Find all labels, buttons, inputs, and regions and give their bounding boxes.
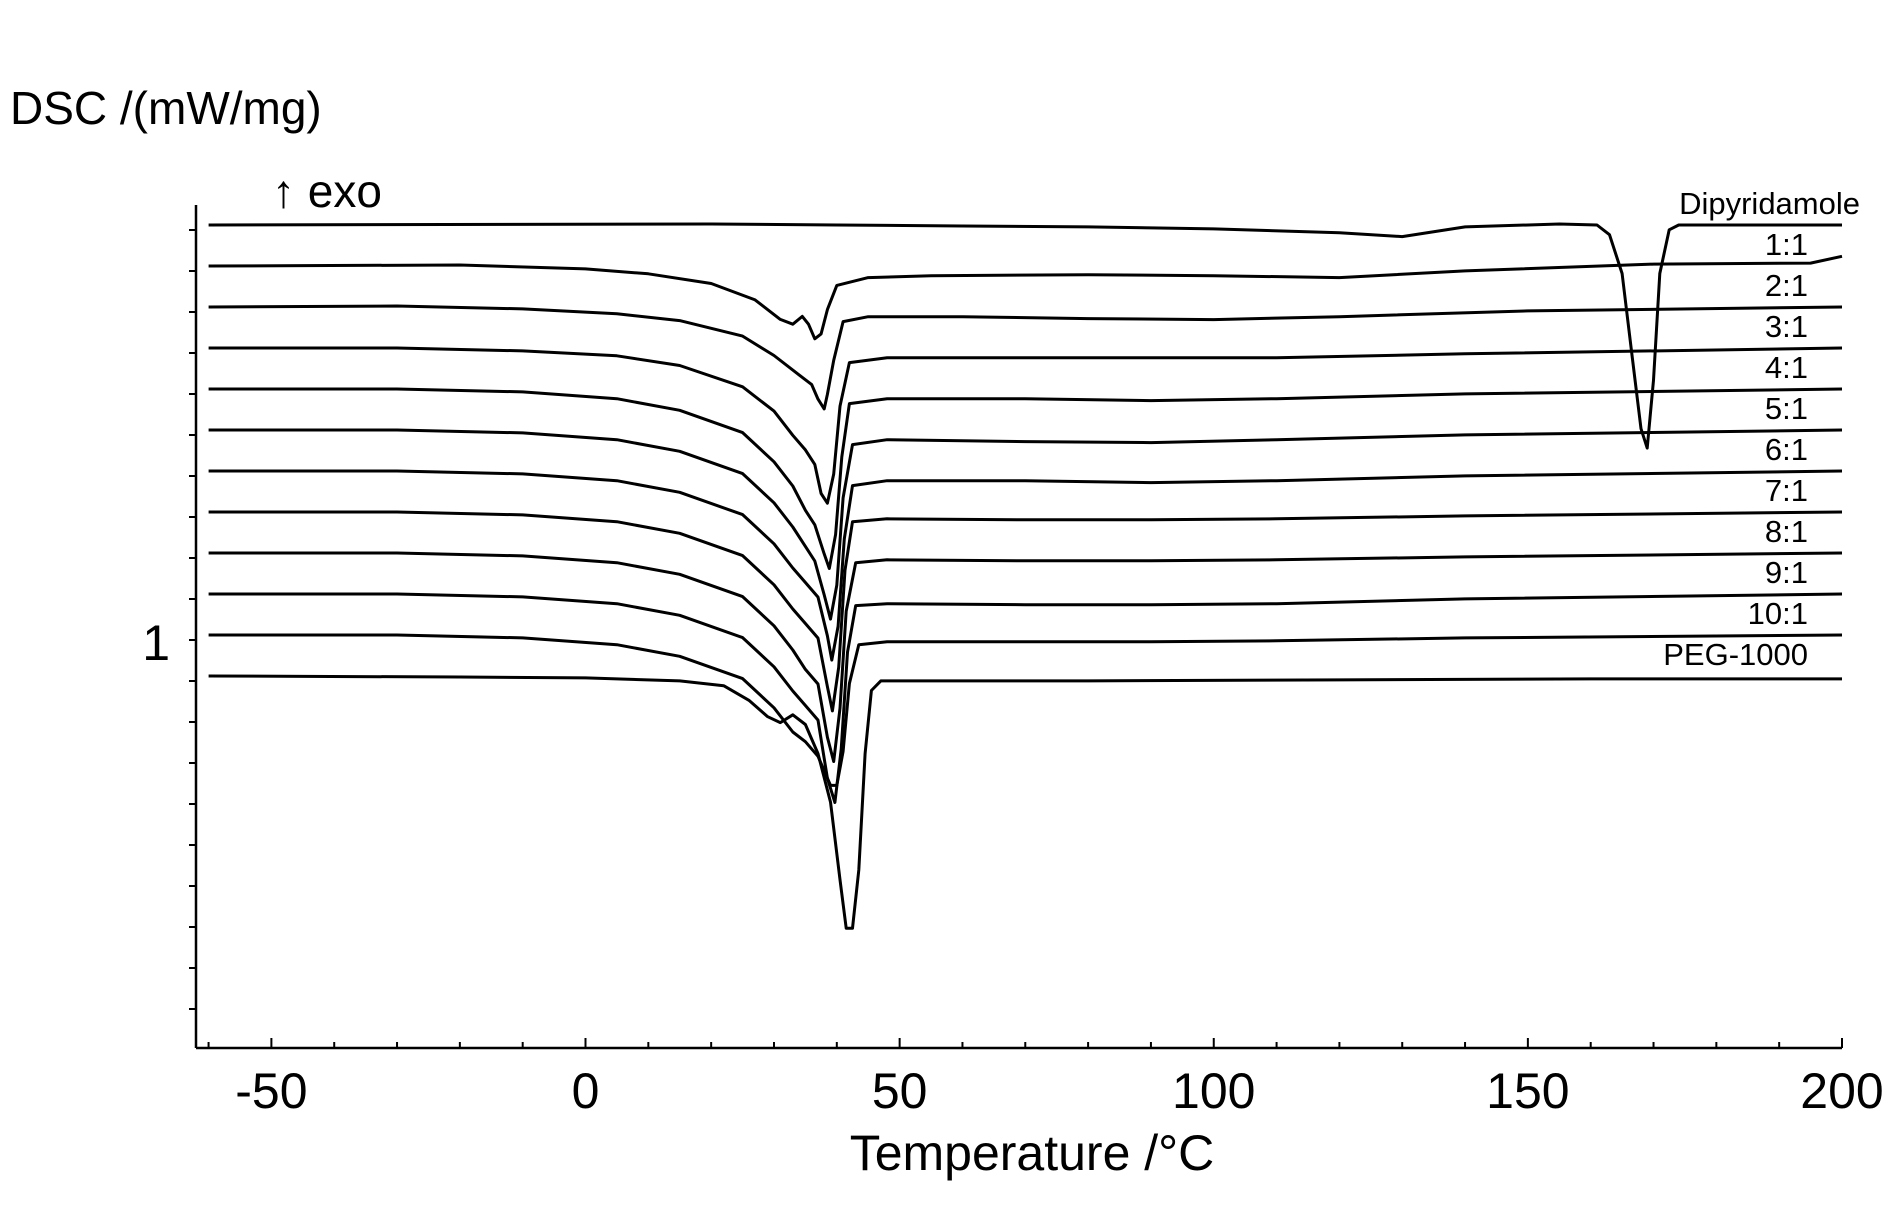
- series-line-2: [208, 254, 1843, 341]
- series-label: 9:1: [1765, 555, 1808, 590]
- series-line-4: [208, 346, 1843, 505]
- series-label: 4:1: [1765, 350, 1808, 385]
- series-line-3: [208, 304, 1843, 411]
- series-line-1: [208, 222, 1842, 450]
- series-line-5: [208, 387, 1843, 570]
- series-line-10: [208, 592, 1843, 804]
- series-label: PEG-1000: [1663, 637, 1808, 672]
- series-label: 1:1: [1765, 227, 1808, 262]
- x-tick-label: 0: [572, 1063, 600, 1119]
- series-label: 5:1: [1765, 391, 1808, 426]
- series-line-6: [208, 428, 1843, 621]
- series-label: 8:1: [1765, 514, 1808, 549]
- series-label: 2:1: [1765, 268, 1808, 303]
- series-line-7: [208, 469, 1843, 662]
- series-label: 10:1: [1748, 596, 1808, 631]
- x-tick-label: 200: [1800, 1063, 1883, 1119]
- series-label: 6:1: [1765, 432, 1808, 467]
- axes: -50 0 50 100 150 200: [189, 205, 1884, 1119]
- series-labels: Dipyridamole 1:1 2:1 3:1 4:1 5:1 6:1 7:1 8:1 9:1 1…: [1663, 186, 1860, 672]
- series-label: 7:1: [1765, 473, 1808, 508]
- series-layer: [208, 222, 1843, 930]
- x-tick-label: 100: [1172, 1063, 1255, 1119]
- x-tick-label: -50: [235, 1063, 307, 1119]
- x-tick-label: 50: [872, 1063, 928, 1119]
- exo-indicator: ↑ exo: [272, 165, 382, 217]
- series-label: 3:1: [1765, 309, 1808, 344]
- x-tick-label: 150: [1486, 1063, 1569, 1119]
- series-line-9: [208, 551, 1843, 763]
- y-tick-label: 1: [142, 615, 170, 671]
- series-line-12: [208, 674, 1842, 930]
- x-axis-label: Temperature /°C: [850, 1125, 1215, 1181]
- y-axis-label: DSC /(mW/mg): [10, 82, 322, 134]
- series-line-8: [208, 510, 1843, 713]
- series-line-11: [208, 633, 1843, 787]
- series-label: Dipyridamole: [1679, 186, 1860, 221]
